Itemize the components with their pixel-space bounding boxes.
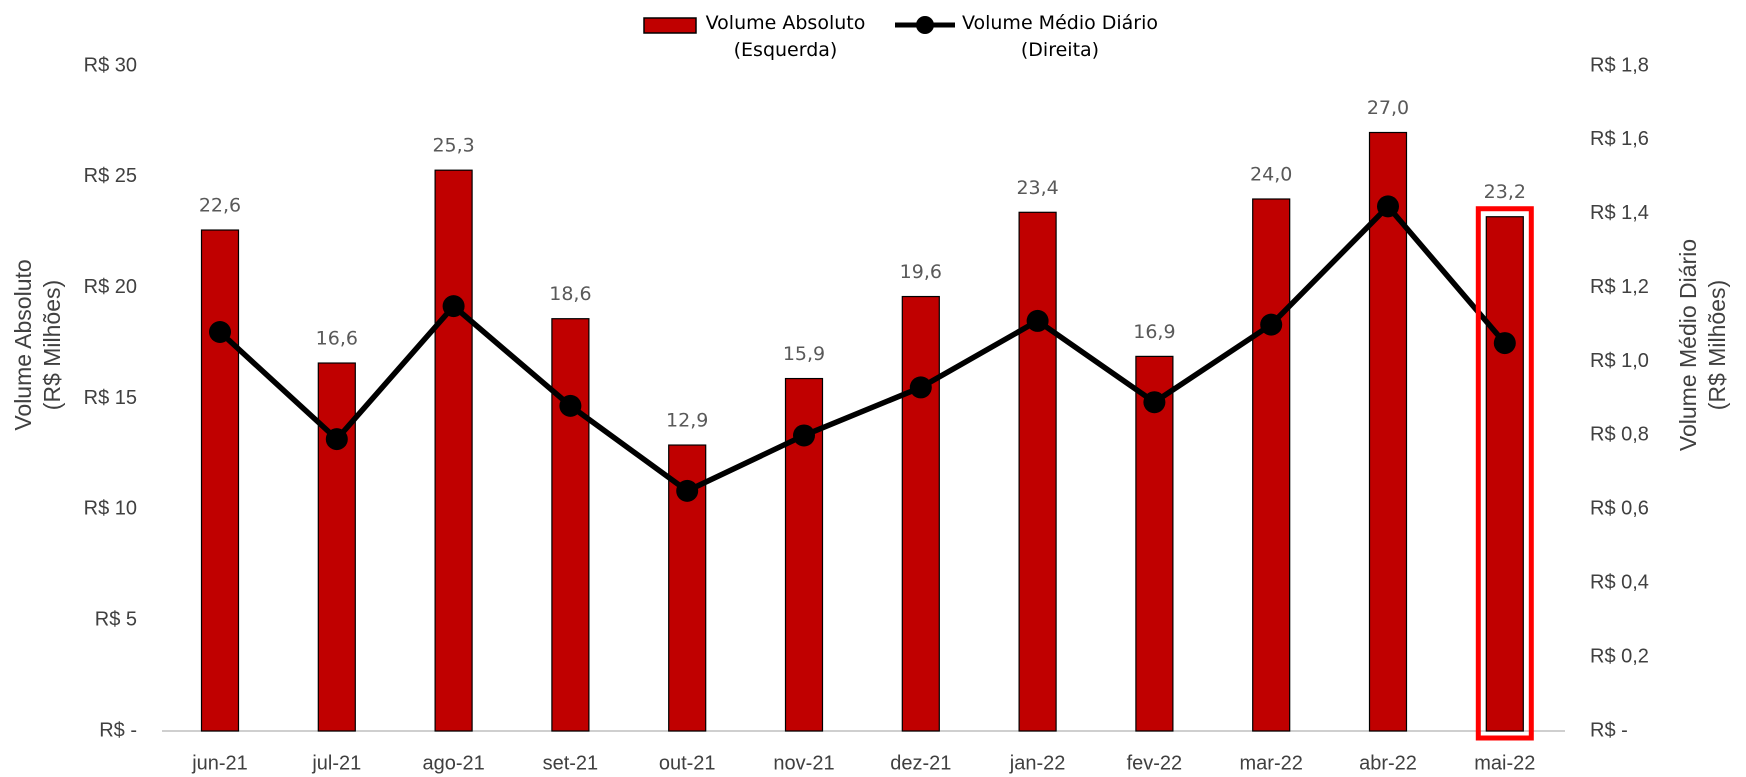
legend-label: Volume Médio Diário (Direita) bbox=[961, 12, 1159, 61]
x-tick-label: dez-21 bbox=[890, 752, 951, 774]
bar bbox=[1368, 131, 1408, 732]
legend-bar: Volume Absoluto (Esquerda) bbox=[643, 10, 873, 70]
legend-swatch bbox=[643, 17, 697, 34]
line-marker bbox=[676, 479, 699, 502]
x-tick-label: fev-22 bbox=[1127, 752, 1183, 774]
bar bbox=[901, 295, 940, 732]
legend-marker bbox=[916, 16, 934, 34]
x-tick-label: out-21 bbox=[659, 752, 716, 774]
y2-tick-label: R$ 0,8 bbox=[1590, 424, 1649, 446]
bar bbox=[200, 229, 240, 732]
y-tick-label: R$ 25 bbox=[84, 165, 137, 187]
y2-tick-label: R$ 1,6 bbox=[1590, 128, 1649, 150]
y-tick-label: R$ 30 bbox=[84, 54, 137, 76]
y2-axis-title: Volume Médio Diário bbox=[1675, 239, 1701, 451]
y2-tick-label: R$ 1,0 bbox=[1590, 350, 1649, 372]
x-tick-label: jul-21 bbox=[311, 752, 361, 774]
value-label: 15,9 bbox=[783, 343, 825, 365]
line-marker bbox=[559, 394, 582, 417]
y2-tick-label: R$ 0,4 bbox=[1590, 572, 1649, 594]
y2-tick-label: R$ 0,6 bbox=[1590, 498, 1649, 520]
bar bbox=[1135, 355, 1174, 732]
value-label: 27,0 bbox=[1367, 97, 1409, 119]
y-tick-label: R$ 20 bbox=[84, 276, 137, 298]
line-marker bbox=[442, 295, 465, 318]
line bbox=[218, 203, 1507, 494]
bar bbox=[434, 169, 473, 732]
line-marker bbox=[793, 424, 815, 447]
y2-tick-label: R$ 0,2 bbox=[1590, 645, 1649, 667]
line-marker bbox=[909, 376, 932, 399]
value-label: 25,3 bbox=[432, 135, 474, 157]
line-marker bbox=[1493, 332, 1516, 355]
value-label: 23,4 bbox=[1016, 177, 1058, 199]
y-tick-label: R$ - bbox=[99, 719, 137, 741]
legend-rect bbox=[643, 17, 697, 34]
y2-tick-label: R$ 1,8 bbox=[1590, 54, 1649, 76]
value-label: 12,9 bbox=[666, 410, 708, 432]
value-label: 24,0 bbox=[1250, 164, 1292, 186]
y-tick-label: R$ 15 bbox=[84, 387, 137, 409]
bar bbox=[317, 362, 356, 732]
value-label: 22,6 bbox=[199, 195, 241, 217]
x-tick-label: mar-22 bbox=[1240, 752, 1303, 774]
x-tick-label: jun-21 bbox=[191, 752, 248, 774]
y2-tick-label: R$ 1,4 bbox=[1590, 202, 1649, 224]
line-marker bbox=[325, 428, 348, 451]
line-marker bbox=[1377, 195, 1399, 218]
y-tick-label: R$ 5 bbox=[95, 608, 137, 630]
y-axis-title: Volume Absoluto bbox=[10, 259, 36, 430]
x-tick-label: set-21 bbox=[543, 752, 599, 774]
value-label: 23,2 bbox=[1484, 181, 1526, 203]
x-tick-label: ago-21 bbox=[422, 752, 484, 774]
y2-tick-label: R$ 1,2 bbox=[1590, 276, 1649, 298]
line-marker bbox=[1260, 313, 1283, 336]
y2-tick-label: R$ - bbox=[1590, 719, 1628, 741]
bar bbox=[1018, 211, 1057, 732]
bar bbox=[1485, 216, 1524, 732]
x-tick-label: nov-21 bbox=[773, 752, 834, 774]
value-label: 16,6 bbox=[316, 328, 358, 350]
legend-line: Volume Médio Diário (Direita) bbox=[895, 10, 1165, 70]
x-tick-label: mai-22 bbox=[1474, 752, 1535, 774]
y-tick-label: R$ 10 bbox=[84, 498, 137, 520]
y-axis-title: (R$ Milhões) bbox=[39, 280, 65, 410]
x-tick-label: jan-22 bbox=[1009, 752, 1066, 774]
legend-label: Volume Absoluto (Esquerda) bbox=[705, 12, 866, 61]
bar bbox=[551, 318, 590, 732]
line-marker bbox=[1143, 391, 1166, 414]
legend-swatch bbox=[895, 16, 955, 34]
bar bbox=[1252, 198, 1291, 732]
value-label: 16,9 bbox=[1133, 321, 1175, 343]
line-marker bbox=[1026, 309, 1049, 332]
y2-axis-title: (R$ Milhões) bbox=[1704, 280, 1730, 410]
line-marker bbox=[209, 321, 231, 343]
x-tick-label: abr-22 bbox=[1359, 752, 1417, 774]
highlight-box bbox=[1475, 206, 1534, 741]
value-label: 18,6 bbox=[549, 283, 591, 305]
value-label: 19,6 bbox=[900, 261, 942, 283]
